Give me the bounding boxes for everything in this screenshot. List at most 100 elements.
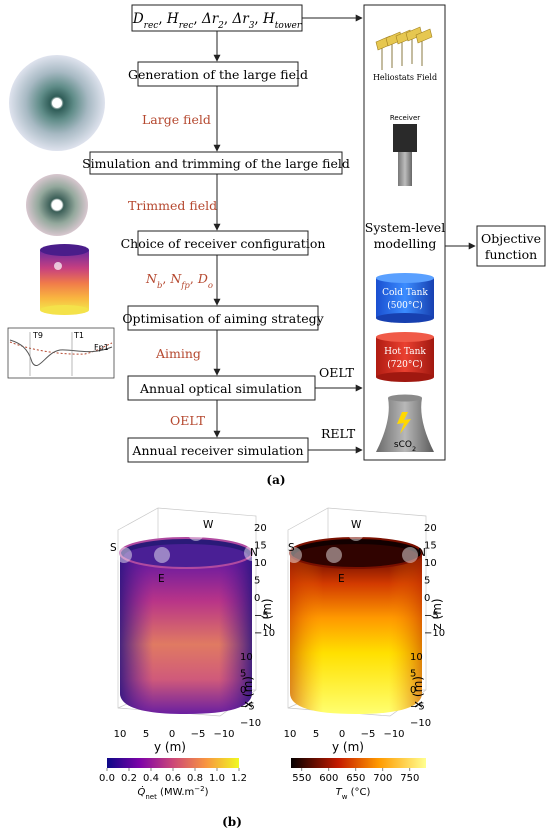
left-colorbar: [107, 758, 239, 768]
aiming-thumbnail-plot: T9 T1 Fp1: [7, 327, 115, 379]
optimisation-box: [127, 305, 319, 331]
colorbar-tick-label: 700: [373, 773, 392, 784]
right-y-tick: 5: [313, 729, 319, 740]
thumbnail-label-t1: T1: [73, 331, 84, 340]
compass-e-left: E: [158, 573, 165, 585]
right-y-tick: 0: [339, 729, 345, 740]
right-colorbar: [291, 758, 426, 768]
left-x-depth-label: x (m): [241, 676, 255, 708]
left-x-depth-tick: −5: [240, 702, 255, 713]
step-generation-text: Generation of the large field: [128, 67, 308, 82]
generation-box: [137, 61, 299, 87]
receiver-icon: [393, 124, 417, 186]
left-colorbar-label: Q̇net (MW.m−2): [138, 785, 209, 801]
colorbar-tick-label: 0.2: [121, 773, 137, 784]
caption-b: (b): [222, 815, 242, 829]
sco2-label: sCO2: [394, 440, 416, 453]
inputs-text: Drec, Hrec, Δr2, Δr3, Htower: [132, 11, 302, 31]
choice-box: [137, 230, 309, 256]
compass-w-right: W: [351, 519, 362, 531]
right-x-depth-ticks: 10 5 0 −5 −10: [410, 652, 431, 729]
left-x-depth-tick: 10: [240, 652, 253, 663]
colorbar-tick-label: 1.2: [231, 773, 247, 784]
left-x-depth-tick: 0: [240, 685, 246, 696]
label-nb-nfp-do: Nb, Nfp, Do: [145, 271, 213, 291]
receiver-label: Receiver: [390, 114, 420, 122]
colorbar-tick-label: 750: [400, 773, 419, 784]
right-colorbar-ticks: 550 600 650 700 750: [292, 768, 419, 784]
left-z-tick: 0: [254, 593, 260, 604]
right-z-tick: 20: [424, 523, 437, 534]
sco2-tower-icon: [376, 394, 434, 452]
objective-line2: function: [485, 247, 537, 262]
right-y-tick: −5: [361, 729, 376, 740]
hot-tank-label-line2: (720°C): [387, 359, 423, 370]
compass-n-left: N: [250, 547, 258, 559]
colorbar-tick-label: 1.0: [209, 773, 225, 784]
receiver-thumbnail: [40, 244, 89, 315]
label-aiming: Aiming: [155, 346, 201, 361]
colorbar-tick-label: 0.6: [165, 773, 181, 784]
colorbar-tick-label: 650: [346, 773, 365, 784]
right-z-tick: −5: [424, 611, 439, 622]
left-z-tick: −10: [254, 628, 275, 639]
heliostats-label: Heliostats Field: [373, 73, 437, 82]
caption-a: (a): [266, 473, 285, 487]
left-y-tick: 5: [143, 729, 149, 740]
objective-box: [476, 225, 546, 267]
right-x-depth-tick: 0: [410, 685, 416, 696]
left-x-depth-tick: −10: [240, 718, 261, 729]
colorbar-tick-label: 0.4: [143, 773, 159, 784]
left-z-axis-ticks: 20 15 10 5 0 −5 −10: [254, 523, 275, 639]
left-colorbar-ticks: 0.0 0.2 0.4 0.6 0.8 1.0 1.2: [99, 768, 247, 784]
compass-n-right: N: [418, 547, 426, 559]
label-trimmed-field: Trimmed field: [128, 198, 217, 213]
step-simulation-text: Simulation and trimming of the large fie…: [82, 156, 350, 171]
cold-tank-label-line2: (500°C): [387, 300, 423, 311]
colorbar-tick-label: 550: [292, 773, 311, 784]
right-y-tick: 10: [284, 729, 297, 740]
left-y-axis-label: y (m): [154, 740, 186, 754]
net-flux-plot: W S N E: [110, 507, 260, 717]
right-z-tick: 0: [424, 593, 430, 604]
right-z-tick: −10: [424, 628, 445, 639]
label-large-field: Large field: [142, 112, 211, 127]
wall-temperature-plot: W S N E: [286, 507, 427, 717]
step-optical-text: Annual optical simulation: [139, 381, 302, 396]
step-choice-text: Choice of receiver configuration: [121, 236, 326, 251]
objective-line1: Objective: [481, 231, 541, 246]
right-y-axis-ticks: 10 5 0 −5 −10: [284, 729, 405, 740]
right-y-tick: −10: [383, 729, 404, 740]
right-z-tick: 10: [424, 558, 437, 569]
left-y-tick: 10: [114, 729, 127, 740]
cold-tank-label-line1: Cold Tank: [382, 288, 428, 298]
thumbnail-label-fp1: Fp1: [94, 343, 109, 352]
label-relt-right: RELT: [321, 426, 356, 441]
left-z-axis-label: z (m): [260, 598, 274, 629]
left-x-depth-tick: 5: [240, 669, 246, 680]
right-z-axis-label: z (m): [430, 598, 444, 629]
right-z-axis-ticks: 20 15 10 5 0 −5 −10: [424, 523, 445, 639]
colorbar-tick-label: 0.8: [187, 773, 203, 784]
left-z-tick: −5: [254, 611, 269, 622]
system-modelling-line2: modelling: [374, 236, 437, 251]
hot-tank-label-line1: Hot Tank: [384, 347, 426, 357]
left-z-tick: 20: [254, 523, 267, 534]
left-z-tick: 10: [254, 558, 267, 569]
right-y-axis-label: y (m): [332, 740, 364, 754]
right-x-depth-tick: 10: [410, 652, 423, 663]
simulation-box: [89, 151, 343, 175]
left-y-axis-ticks: 10 5 0 −5 −10: [114, 729, 235, 740]
heliostats-icon: [375, 26, 433, 70]
system-modelling-line1: System-level: [365, 220, 445, 235]
compass-s-left: S: [110, 542, 117, 554]
label-oelt-lower: OELT: [170, 413, 206, 428]
compass-e-right: E: [338, 573, 345, 585]
right-x-depth-tick: 5: [410, 669, 416, 680]
hot-tank-icon: [376, 332, 434, 382]
compass-w-left: W: [203, 519, 214, 531]
label-oelt-right: OELT: [319, 365, 355, 380]
right-z-tick: 5: [424, 576, 430, 587]
flow-arrows: [213, 14, 476, 454]
left-x-depth-ticks: 10 5 0 −5 −10: [240, 652, 261, 729]
